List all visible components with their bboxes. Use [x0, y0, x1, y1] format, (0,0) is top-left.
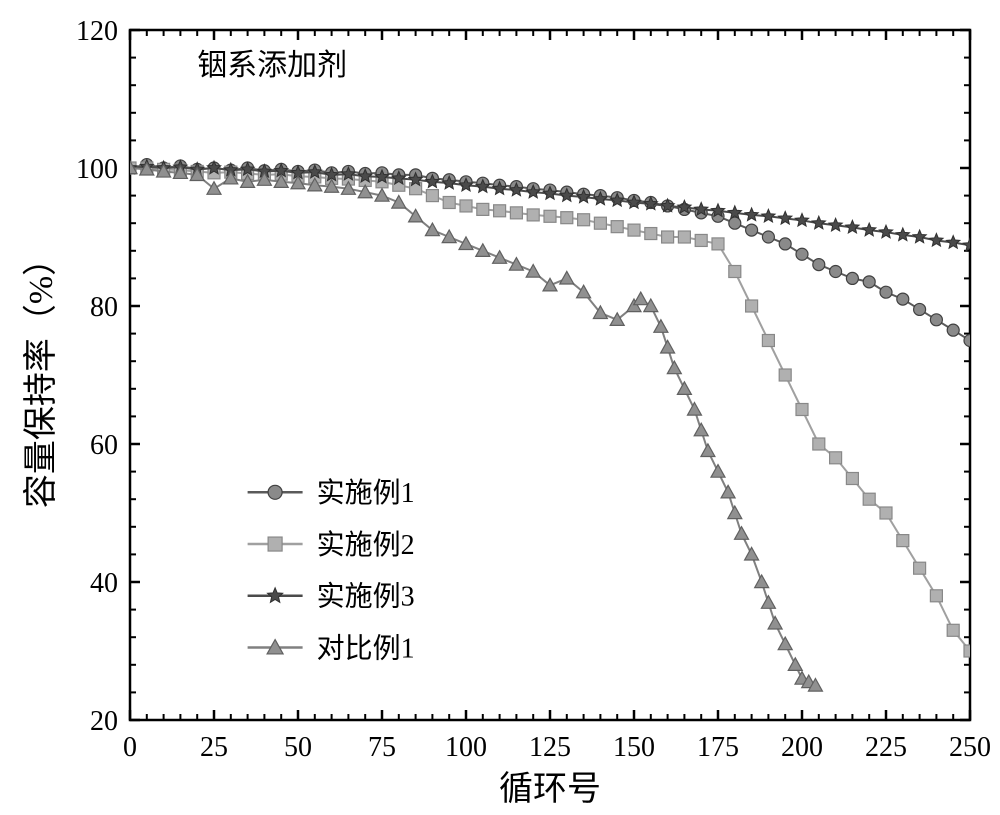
y-axis-label: 容量保持率（%）: [22, 242, 60, 508]
capacity-retention-chart: 0 25 50 75 100 125 150 175 200 225 250 20 40 60 80 100 1…: [0, 0, 1000, 815]
x-tick-label: 150: [613, 732, 655, 763]
x-tick-label: 25: [200, 732, 228, 763]
y-tick-label: 60: [90, 430, 118, 461]
x-axis-label: 循环号: [499, 770, 601, 808]
y-tick-label: 40: [90, 568, 118, 599]
legend-label: 实施例2: [317, 529, 415, 561]
y-tick-label: 80: [90, 292, 118, 323]
legend-label: 对比例1: [317, 632, 415, 664]
y-tick-label: 120: [76, 16, 118, 47]
x-tick-label: 50: [284, 732, 312, 763]
legend-label: 实施例3: [317, 581, 415, 613]
x-tick-label: 200: [781, 732, 823, 763]
x-tick-label: 125: [529, 732, 571, 763]
legend-label: 实施例1: [317, 477, 415, 509]
x-tick-label: 250: [949, 732, 991, 763]
chart-title: 铟系添加剂: [197, 49, 347, 82]
x-tick-label: 175: [697, 732, 739, 763]
x-tick-label: 75: [368, 732, 396, 763]
x-tick-label: 100: [445, 732, 487, 763]
x-tick-label: 225: [865, 732, 907, 763]
x-tick-label: 0: [123, 732, 137, 763]
y-tick-label: 20: [90, 706, 118, 737]
y-tick-label: 100: [76, 154, 118, 185]
